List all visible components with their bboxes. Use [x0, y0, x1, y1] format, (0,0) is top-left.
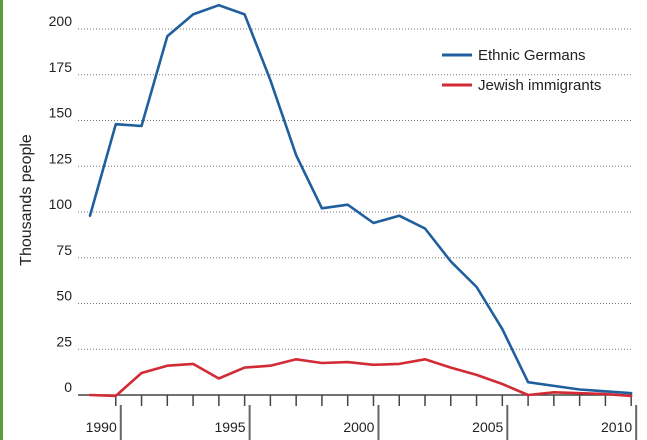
y-tick-label: 200 — [49, 13, 73, 29]
y-tick-label: 175 — [49, 59, 73, 75]
series-line-ethnic-germans — [88, 3, 633, 395]
y-tick-label: 25 — [56, 333, 72, 349]
x-tick-label: 2005 — [472, 419, 503, 435]
grid-lines — [78, 28, 632, 350]
y-tick-label: 125 — [49, 150, 73, 166]
y-tick-label: 50 — [56, 288, 72, 304]
y-axis-ticks: 0 25 50 75 100 125 150 175 200 — [49, 13, 73, 395]
series-lines — [88, 3, 633, 398]
x-axis: 1990 1995 2000 2005 2010 — [78, 394, 638, 440]
x-tick-label: 1995 — [214, 419, 245, 435]
y-tick-label: 0 — [64, 379, 72, 395]
y-axis-label: Thousands people — [18, 134, 35, 266]
y-tick-label: 150 — [49, 105, 73, 121]
x-tick-label: 2000 — [343, 419, 374, 435]
series-line-jewish-immigrants — [88, 357, 633, 398]
y-tick-label: 75 — [56, 242, 72, 258]
left-accent-bar — [0, 0, 3, 440]
legend: Ethnic Germans Jewish immigrants — [442, 47, 601, 94]
x-tick-label: 1990 — [86, 419, 117, 435]
legend-entry: Ethnic Germans — [478, 47, 586, 64]
legend-entry: Jewish immigrants — [478, 77, 601, 94]
x-tick-label: 2010 — [601, 419, 632, 435]
y-tick-label: 100 — [49, 196, 73, 212]
